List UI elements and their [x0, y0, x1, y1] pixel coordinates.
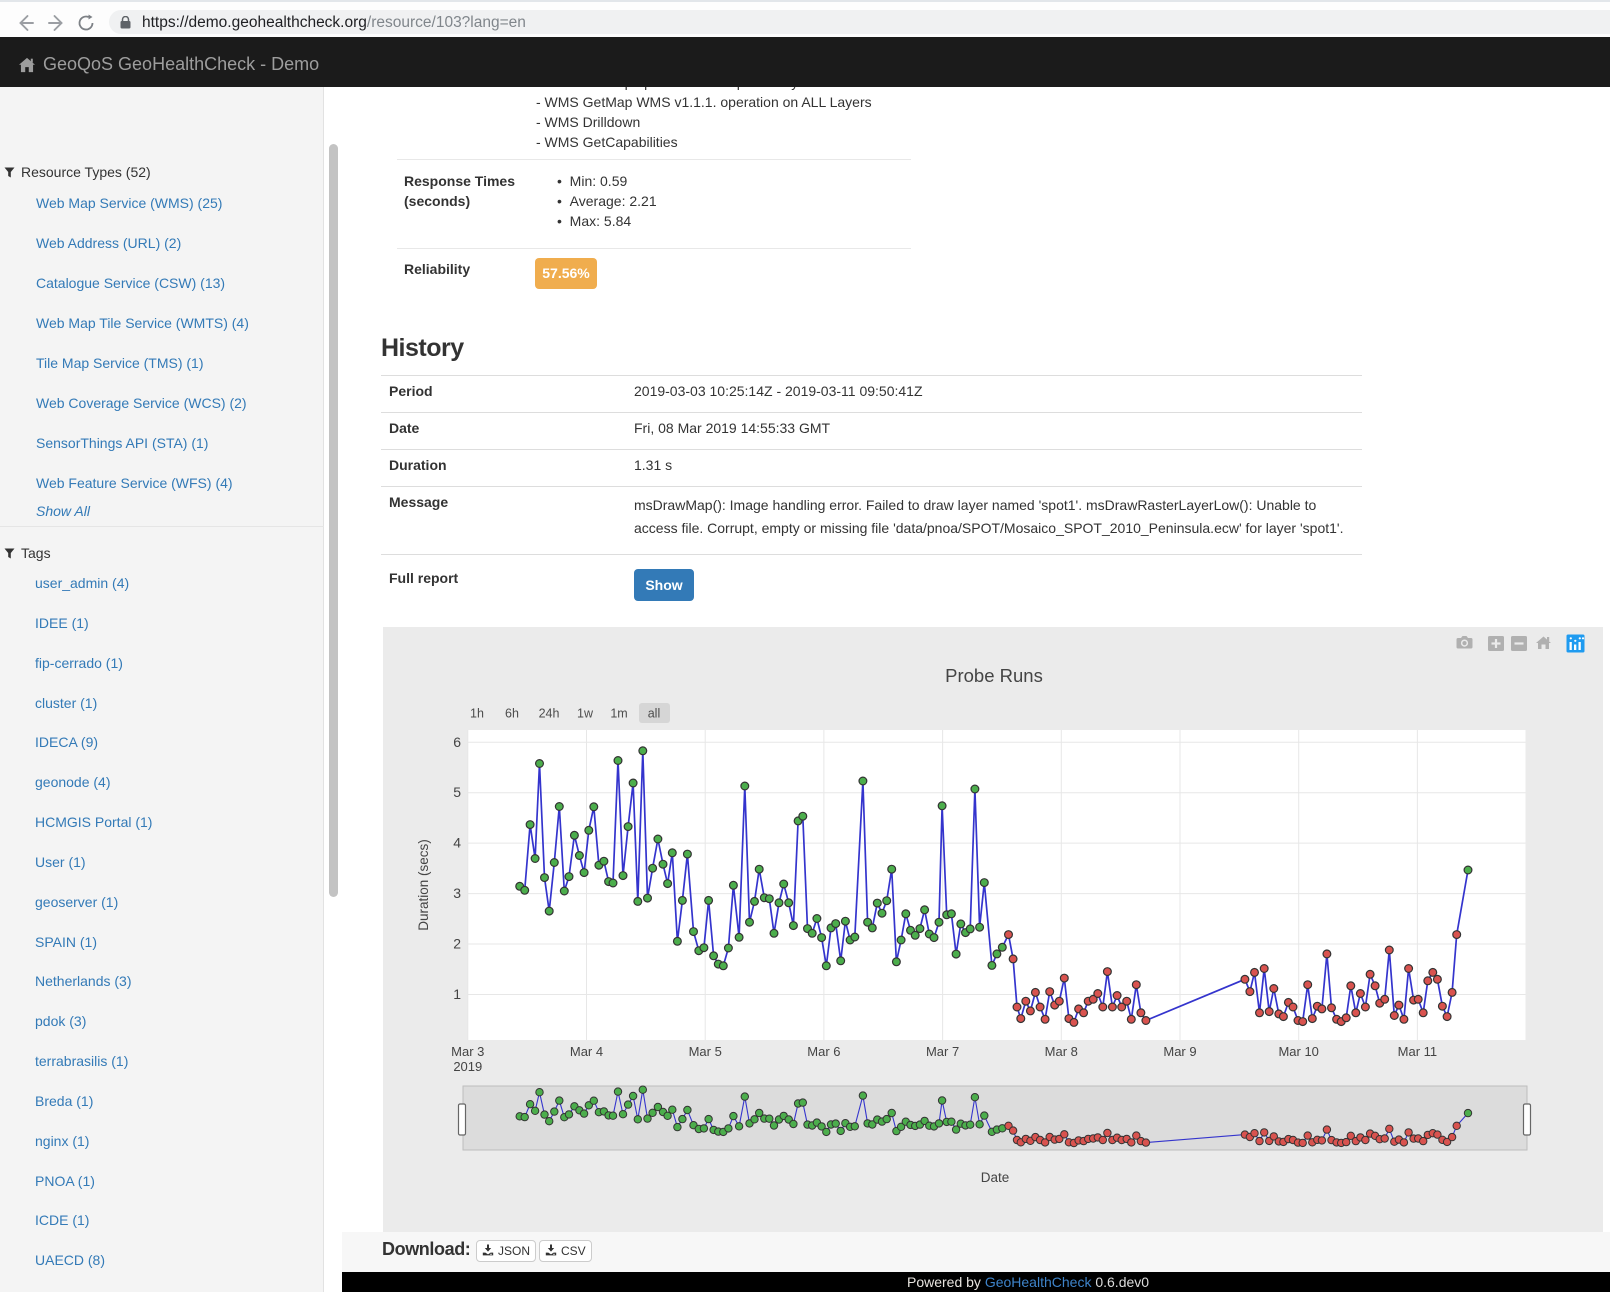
svg-text:Mar 5: Mar 5 [689, 1044, 722, 1059]
svg-text:Mar 8: Mar 8 [1045, 1044, 1078, 1059]
svg-text:Probe Runs: Probe Runs [945, 665, 1043, 686]
svg-text:6h: 6h [505, 707, 519, 721]
svg-text:Mar 9: Mar 9 [1163, 1044, 1196, 1059]
svg-text:all: all [648, 707, 661, 721]
svg-text:2019: 2019 [453, 1059, 482, 1074]
svg-text:Duration (secs): Duration (secs) [416, 839, 431, 931]
svg-text:1w: 1w [577, 707, 594, 721]
svg-text:5: 5 [453, 784, 461, 800]
svg-text:24h: 24h [539, 707, 560, 721]
svg-text:Mar 3: Mar 3 [451, 1044, 484, 1059]
svg-text:Date: Date [981, 1170, 1010, 1185]
svg-text:Mar 7: Mar 7 [926, 1044, 959, 1059]
svg-text:1m: 1m [610, 707, 627, 721]
svg-text:3: 3 [453, 885, 461, 901]
svg-text:Mar 4: Mar 4 [570, 1044, 603, 1059]
svg-text:1h: 1h [470, 707, 484, 721]
svg-text:2: 2 [453, 936, 461, 952]
svg-text:4: 4 [453, 835, 461, 851]
svg-text:Mar 10: Mar 10 [1278, 1044, 1318, 1059]
svg-text:1: 1 [453, 986, 461, 1002]
svg-text:Mar 6: Mar 6 [807, 1044, 840, 1059]
svg-text:6: 6 [453, 734, 461, 750]
svg-text:Mar 11: Mar 11 [1398, 1044, 1438, 1059]
